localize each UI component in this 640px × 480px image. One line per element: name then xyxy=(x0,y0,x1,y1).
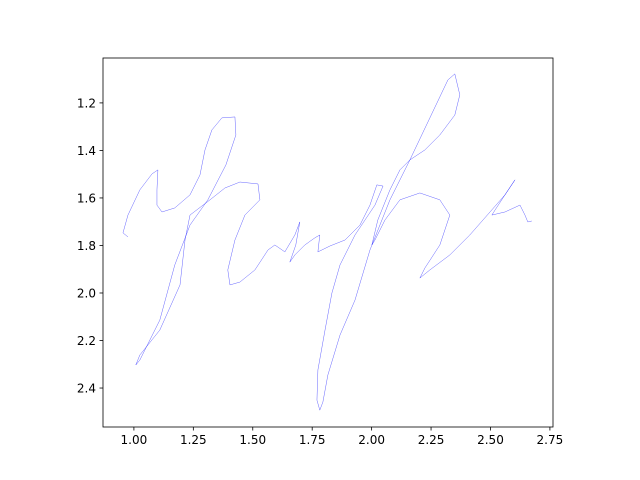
x-tick-label: 2.50 xyxy=(477,433,504,447)
y-tick-label: 1.2 xyxy=(77,96,96,110)
plot-frame xyxy=(102,57,554,428)
y-tick-label: 1.8 xyxy=(77,239,96,253)
x-tick-label: 1.75 xyxy=(299,433,326,447)
y-tick-label: 2.4 xyxy=(77,382,96,396)
x-tick-label: 1.50 xyxy=(239,433,266,447)
x-tick-label: 1.00 xyxy=(121,433,148,447)
y-tick-label: 2.0 xyxy=(77,286,96,300)
y-tick-label: 1.4 xyxy=(77,144,96,158)
trajectory-line xyxy=(122,73,532,411)
y-tick-label: 1.6 xyxy=(77,191,96,205)
x-tick-label: 1.25 xyxy=(180,433,207,447)
x-tick-label: 2.75 xyxy=(537,433,564,447)
x-tick-label: 2.25 xyxy=(418,433,445,447)
y-tick-label: 2.2 xyxy=(77,334,96,348)
x-tick-label: 2.00 xyxy=(358,433,385,447)
